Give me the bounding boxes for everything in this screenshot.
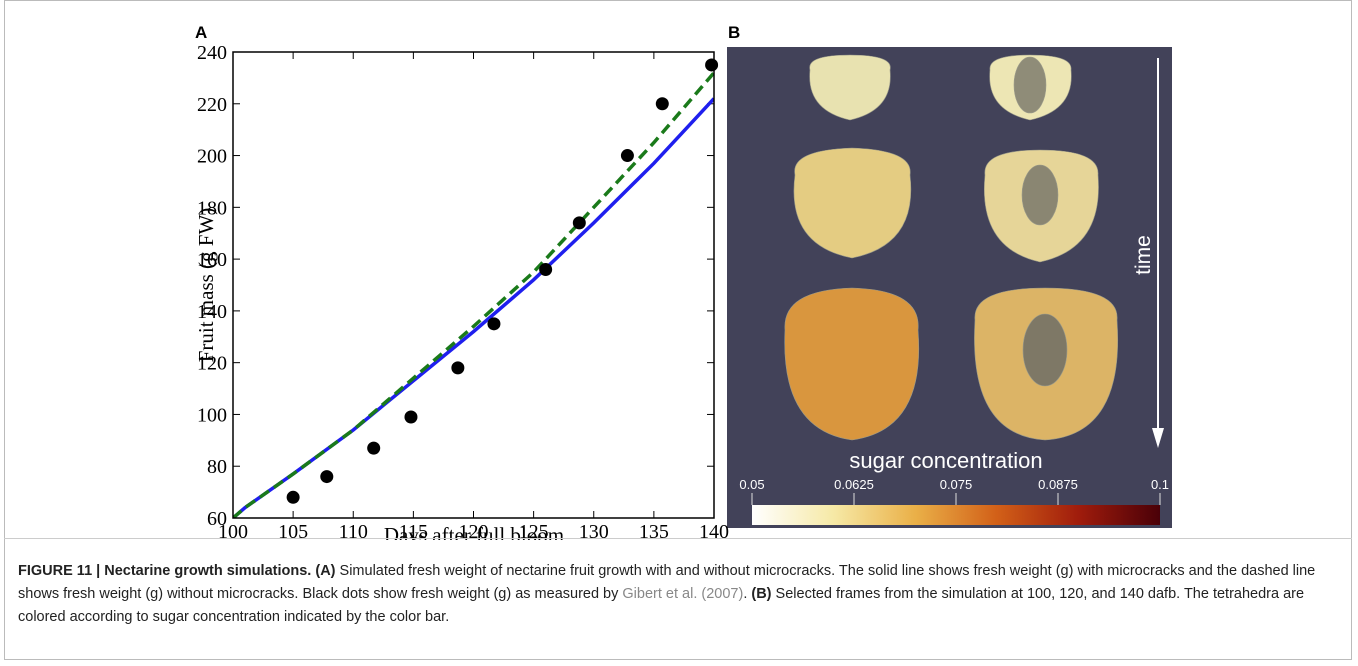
colorbar-tick-label: 0.0625 (834, 477, 874, 492)
data-point (404, 410, 418, 424)
x-tick-label: 130 (579, 521, 609, 540)
caption-text: Selected frames from the simulation at 1… (18, 586, 1305, 625)
x-tick-label: 100 (218, 521, 248, 540)
caption-label: (A) (315, 563, 336, 579)
x-tick-label: 140 (699, 521, 729, 540)
caption-title: FIGURE 11 | Nectarine growth simulations… (18, 563, 312, 579)
data-point (539, 262, 553, 276)
plot-frame (232, 51, 715, 519)
y-tick-label: 140 (197, 301, 227, 323)
panel-label: A (195, 23, 207, 42)
x-tick-label: 125 (519, 521, 549, 540)
y-tick-label: 80 (207, 456, 227, 478)
x-tick-label: 105 (278, 521, 308, 540)
citation[interactable]: Gibert et al. (2007) (622, 586, 744, 602)
y-axis-label: Fruit mass (g FW) (194, 208, 218, 363)
figure-frame (4, 0, 1352, 660)
fruit-render (793, 147, 912, 259)
y-tick-label: 220 (197, 94, 227, 116)
colorbar-tick-label: 0.05 (739, 477, 764, 492)
separator (4, 538, 1352, 539)
data-point (320, 470, 334, 484)
fruit-render (809, 54, 891, 121)
fruit-cavity (1013, 56, 1047, 114)
x-tick-label: 115 (399, 521, 428, 540)
y-tick-label: 120 (197, 353, 227, 375)
data-point (367, 441, 381, 455)
colorbar-tick-label: 0.075 (940, 477, 973, 492)
time-annotation: time (1132, 235, 1155, 275)
x-tick-label: 120 (459, 521, 489, 540)
data-point (286, 490, 300, 504)
y-tick-label: 180 (197, 197, 227, 219)
caption: FIGURE 11 | Nectarine growth simulations… (18, 560, 1338, 629)
data-point (451, 361, 465, 375)
x-tick-label: 135 (639, 521, 669, 540)
fruit-cavity (1021, 164, 1059, 226)
y-tick-label: 60 (207, 508, 227, 530)
y-tick-label: 100 (197, 404, 227, 426)
x-tick-label: 110 (339, 521, 368, 540)
data-point (620, 149, 634, 163)
data-point (655, 97, 669, 111)
y-tick-label: 160 (197, 249, 227, 271)
colorbar (752, 505, 1160, 525)
caption-text: . (743, 586, 748, 602)
y-tick-label: 240 (197, 42, 227, 64)
data-line (233, 97, 714, 518)
colorbar-title: sugar concentration (849, 448, 1042, 473)
x-axis-label: Days after full bloom (384, 523, 564, 540)
panel-label: B (728, 23, 740, 42)
y-tick-label: 200 (197, 146, 227, 168)
colorbar-tick-label: 0.1 (1151, 477, 1169, 492)
data-point (487, 317, 501, 331)
time-arrowhead (1152, 428, 1164, 448)
fruit-render (784, 287, 920, 441)
fruit-renders (784, 54, 1118, 441)
fruit-cavity (1022, 313, 1068, 387)
figure: A Days after full bloom Fruit mass (g FW… (194, 23, 1172, 540)
data-point (572, 216, 586, 230)
data-line (233, 71, 714, 518)
caption-text: Simulated fresh weight of nectarine frui… (18, 563, 1316, 602)
colorbar-tick-label: 0.0875 (1038, 477, 1078, 492)
data-point (705, 58, 719, 72)
render-background (727, 47, 1172, 528)
caption-label: (B) (751, 586, 772, 602)
